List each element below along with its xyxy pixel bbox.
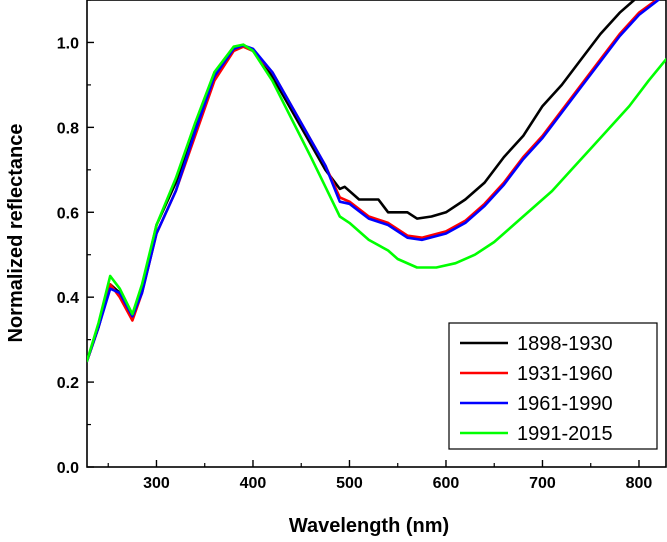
series-line-1991-2015 [87, 43, 666, 363]
series-line-1961-1990 [87, 0, 660, 363]
legend-label: 1931-1960 [517, 363, 613, 385]
y-tick-label: 0.8 [57, 120, 79, 137]
series-line-1898-1930 [87, 0, 636, 363]
ticks-layer: 300 400 500 600 700 800 0.0 0.2 0.4 0.6 0.8 1.0 [57, 0, 653, 492]
y-tick-label: 1.0 [57, 35, 79, 52]
x-tick-label: 500 [336, 475, 363, 492]
x-tick-label: 400 [240, 475, 267, 492]
plot-frame [86, 0, 667, 468]
series-line-1931-1960 [87, 0, 658, 363]
legend-label: 1991-2015 [517, 423, 613, 445]
y-axis-title: Normalized reflectance [5, 124, 27, 343]
x-tick-label: 300 [143, 475, 170, 492]
x-tick-label: 600 [433, 475, 460, 492]
x-tick-label: 800 [626, 475, 653, 492]
legend-label: 1898-1930 [517, 333, 613, 355]
y-tick-label: 0.2 [57, 375, 79, 392]
x-tick-label: 700 [529, 475, 556, 492]
x-axis-title: Wavelength (nm) [289, 515, 449, 537]
series-layer [87, 0, 666, 363]
y-tick-label: 0.6 [57, 205, 79, 222]
legend: 1898-1930 1931-1960 1961-1990 1991-2015 [448, 322, 658, 450]
y-tick-label: 0.4 [57, 290, 79, 307]
legend-label: 1961-1990 [517, 393, 613, 415]
y-tick-label: 0.0 [57, 460, 79, 477]
